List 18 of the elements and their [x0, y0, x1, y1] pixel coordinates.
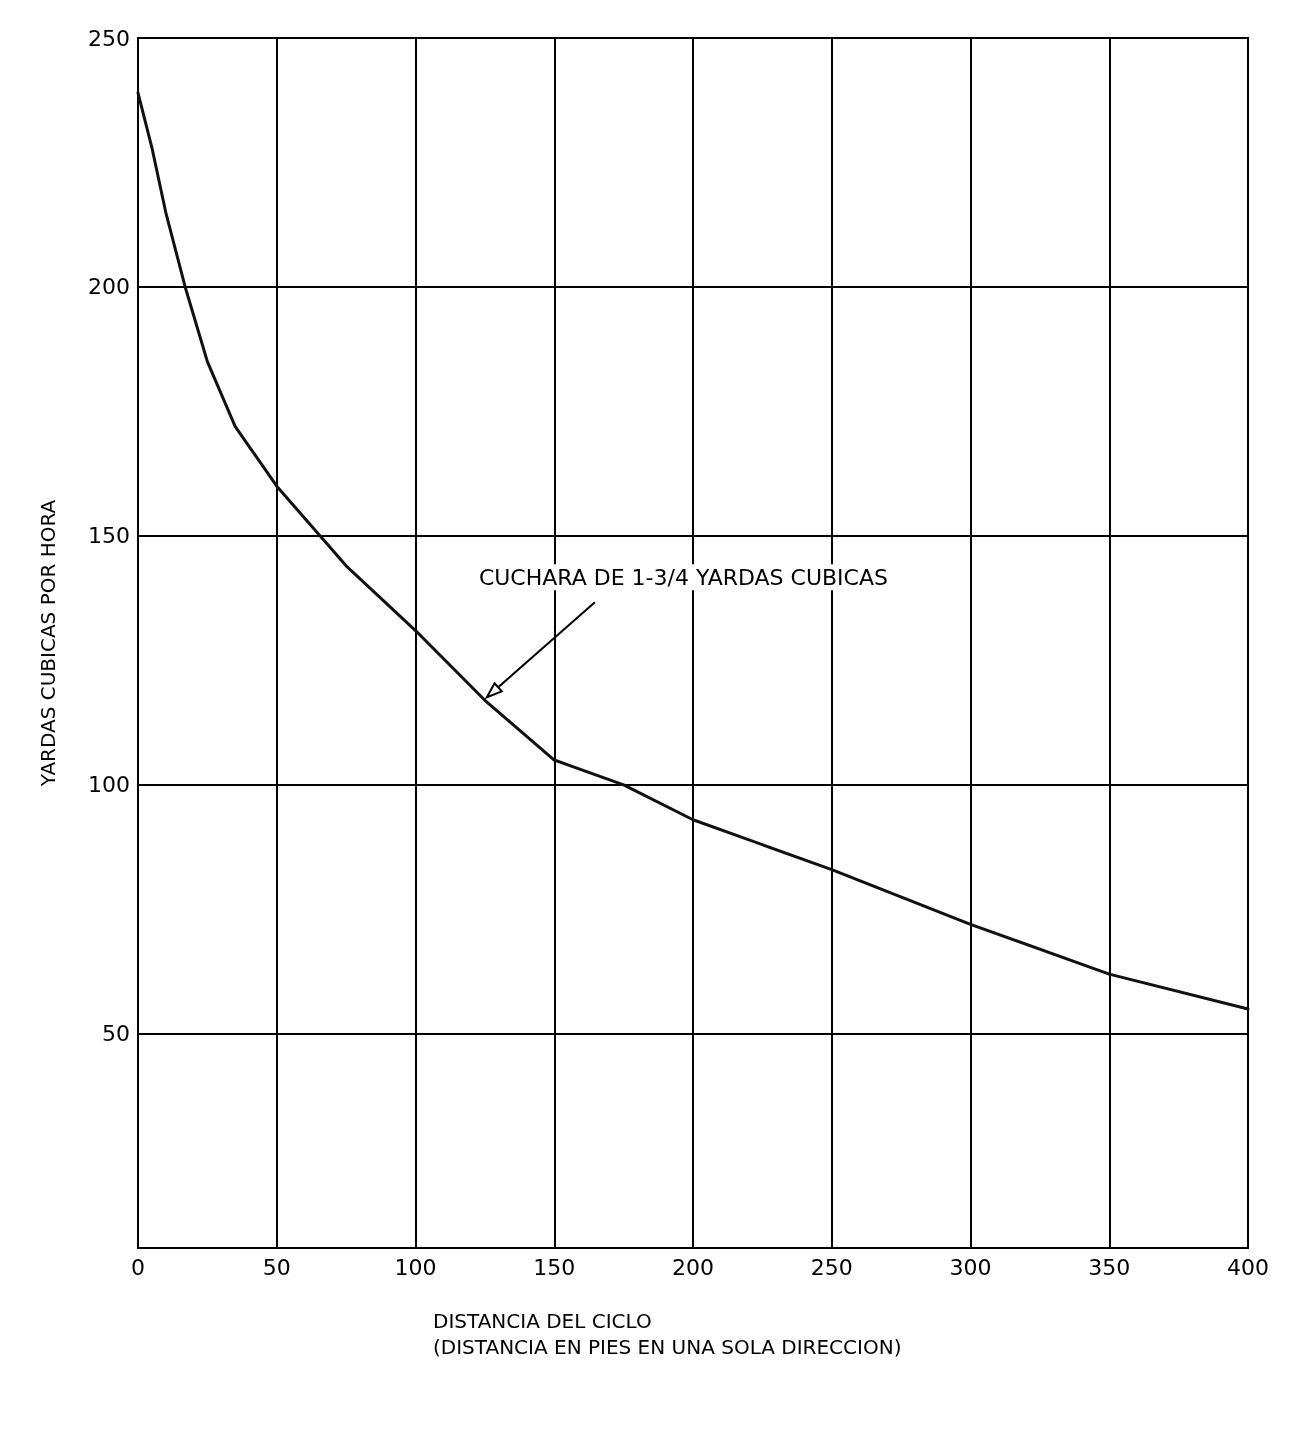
x-tick-label: 400 [1227, 1254, 1269, 1280]
x-tick-label: 300 [949, 1254, 992, 1280]
annotation: CUCHARA DE 1-3/4 YARDAS CUBICAS [478, 564, 888, 590]
y-tick-label: 250 [88, 25, 130, 51]
x-tick-label: 100 [394, 1254, 437, 1280]
x-tick-label: 350 [1088, 1254, 1131, 1280]
x-axis-title: DISTANCIA DEL CICLO (DISTANCIA EN PIES EN UNA SOLA DIRECCION) [433, 1309, 902, 1359]
y-tick-label: 200 [88, 274, 130, 300]
line-series [136, 91, 1250, 1011]
x-tick-label: 0 [131, 1254, 145, 1280]
x-tick-label: 50 [262, 1254, 291, 1280]
y-axis-title: YARDAS CUBICAS POR HORA [36, 499, 60, 788]
x-tick-label: 150 [533, 1254, 576, 1280]
y-tick-label: 100 [88, 772, 130, 798]
x-tick-label: 250 [810, 1254, 853, 1280]
x-tick-label: 200 [672, 1254, 714, 1280]
y-tick-label: 50 [102, 1021, 130, 1047]
y-tick-label: 150 [88, 523, 130, 549]
